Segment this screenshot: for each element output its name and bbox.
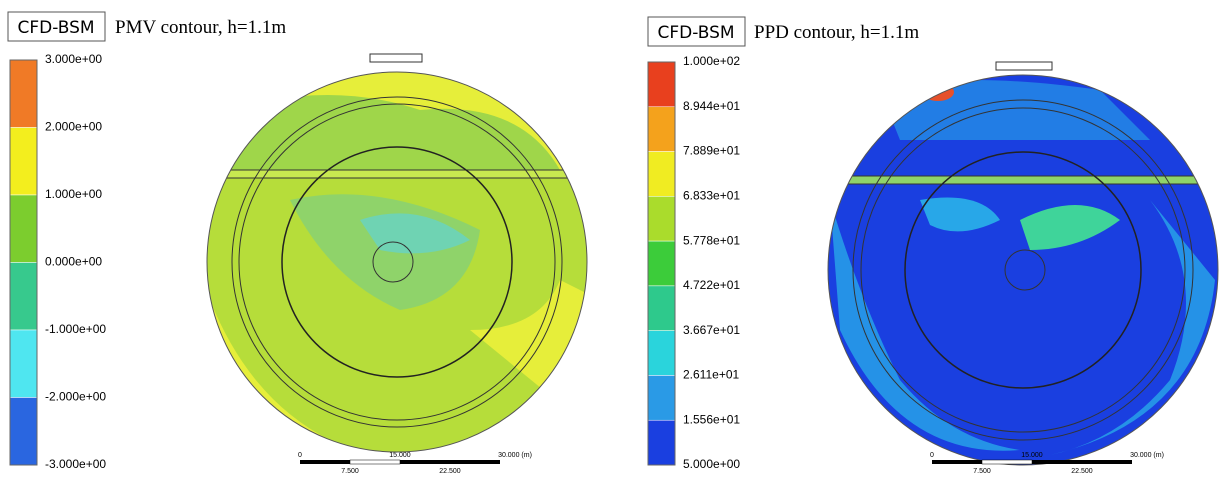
colorbar-label: 8.944e+01 [683, 99, 740, 113]
scale-label: 22.500 [439, 468, 461, 475]
colorbar-label: 3.000e+00 [45, 52, 102, 66]
colorbar-frame [9, 59, 38, 466]
colorbar-label: 4.722e+01 [683, 278, 740, 292]
colorbar-label: -3.000e+00 [45, 457, 106, 471]
colorbar-label: 1.000e+00 [45, 187, 102, 201]
colorbar-band [9, 397, 38, 466]
badge-box [7, 11, 106, 42]
colorbar-label: 1.000e+02 [683, 54, 740, 68]
colorbar-label: -1.000e+00 [45, 322, 106, 336]
colorbar-label: 6.833e+01 [683, 189, 740, 203]
scale-label: 0 [298, 452, 302, 459]
colorbar-band [647, 151, 676, 197]
colorbar-label: 2.000e+00 [45, 120, 102, 134]
colorbar-label: -2.000e+00 [45, 390, 106, 404]
scale-bar [300, 459, 500, 465]
scale-label: 7.500 [341, 468, 359, 475]
scale-label: 15.000 [389, 452, 411, 459]
badge: CFD-BSM [17, 18, 94, 38]
contour-map [206, 53, 588, 453]
title: PPD contour, h=1.1m [754, 22, 919, 43]
colorbar-band [647, 375, 676, 421]
colorbar-frame [647, 61, 676, 466]
colorbar-label: 5.778e+01 [683, 233, 740, 247]
colorbar-band [647, 61, 676, 108]
scale-label: 22.500 [1071, 468, 1093, 475]
scale-label: 15.000 [1021, 452, 1043, 459]
badge-box [647, 16, 746, 47]
scale-bar [932, 459, 1132, 465]
colorbar-band [647, 106, 676, 152]
colorbar-label: 5.000e+00 [683, 457, 740, 471]
colorbar-band [647, 285, 676, 331]
colorbar-label: 0.000e+00 [45, 255, 102, 269]
colorbar-band [9, 59, 38, 128]
scale-label: 0 [930, 452, 934, 459]
colorbar-band [647, 419, 676, 466]
colorbar-band [647, 330, 676, 376]
colorbar-band [647, 196, 676, 242]
colorbar-label: 7.889e+01 [683, 144, 740, 158]
title: PMV contour, h=1.1m [115, 17, 286, 38]
badge: CFD-BSM [657, 23, 734, 43]
colorbar-band [9, 194, 38, 263]
scale-label: 7.500 [973, 468, 991, 475]
colorbar-label: 2.611e+01 [683, 368, 739, 382]
contour-map [827, 61, 1219, 466]
colorbar-band [9, 329, 38, 398]
colorbar-band [647, 240, 676, 287]
scale-label: 30.000 (m) [1130, 452, 1164, 459]
colorbar-label: 1.556e+01 [683, 412, 740, 426]
scale-label: 30.000 (m) [498, 452, 532, 459]
colorbar-band [9, 127, 38, 196]
colorbar-label: 3.667e+01 [683, 323, 740, 337]
colorbar-band [9, 262, 38, 331]
